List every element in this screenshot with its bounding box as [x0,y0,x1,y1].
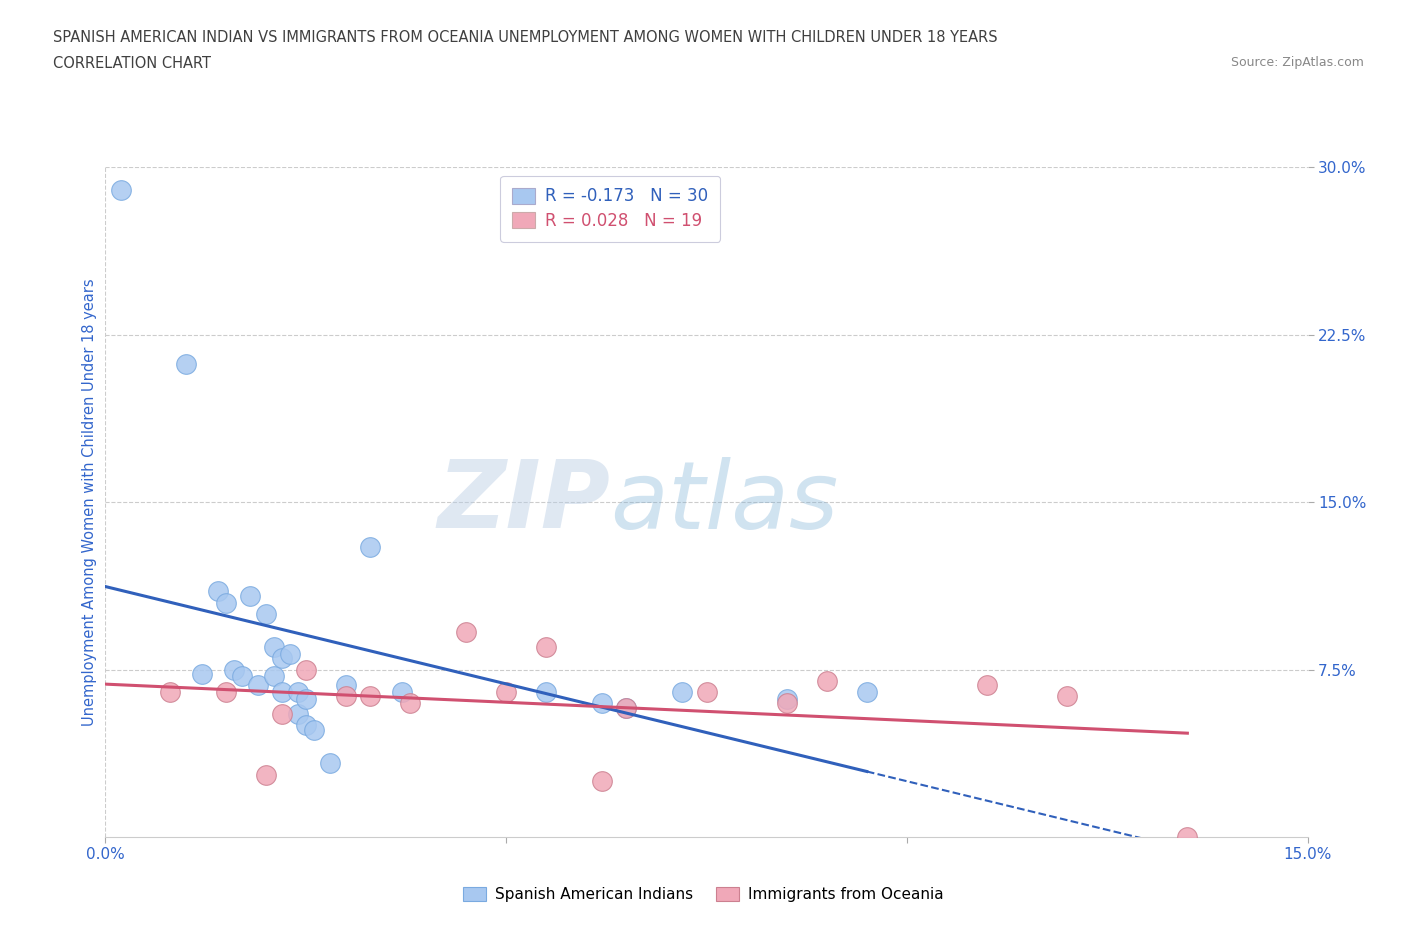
Point [696,684,718,699]
Point [616,700,638,715]
Point [287,684,309,699]
Point [254,606,277,621]
Point [976,678,998,693]
Point [319,756,342,771]
Point [246,678,269,693]
Point [214,684,236,699]
Legend: R = -0.173   N = 30, R = 0.028   N = 19: R = -0.173 N = 30, R = 0.028 N = 19 [501,176,720,242]
Point [399,696,422,711]
Text: CORRELATION CHART: CORRELATION CHART [53,56,211,71]
Point [391,684,413,699]
Point [222,662,245,677]
Y-axis label: Unemployment Among Women with Children Under 18 years: Unemployment Among Women with Children U… [82,278,97,726]
Legend: Spanish American Indians, Immigrants from Oceania: Spanish American Indians, Immigrants fro… [457,881,949,909]
Point [534,640,557,655]
Point [287,707,309,722]
Point [616,700,638,715]
Point [239,589,262,604]
Point [295,662,318,677]
Point [359,539,381,554]
Point [335,689,357,704]
Point [776,696,799,711]
Text: atlas: atlas [610,457,838,548]
Point [263,669,285,684]
Point [776,691,799,706]
Text: Source: ZipAtlas.com: Source: ZipAtlas.com [1230,56,1364,69]
Point [591,774,613,789]
Point [270,684,292,699]
Point [302,723,325,737]
Point [815,673,838,688]
Point [591,696,613,711]
Point [359,689,381,704]
Point [270,707,292,722]
Point [1177,830,1199,844]
Text: ZIP: ZIP [437,457,610,548]
Text: SPANISH AMERICAN INDIAN VS IMMIGRANTS FROM OCEANIA UNEMPLOYMENT AMONG WOMEN WITH: SPANISH AMERICAN INDIAN VS IMMIGRANTS FR… [53,30,998,45]
Point [534,684,557,699]
Point [295,691,318,706]
Point [231,669,253,684]
Point [159,684,181,699]
Point [254,767,277,782]
Point [855,684,877,699]
Point [270,651,292,666]
Point [495,684,517,699]
Point [295,718,318,733]
Point [278,646,301,661]
Point [110,182,132,197]
Point [207,584,229,599]
Point [190,667,212,682]
Point [335,678,357,693]
Point [1056,689,1078,704]
Point [454,624,477,639]
Point [214,595,236,610]
Point [671,684,693,699]
Point [174,356,197,371]
Point [263,640,285,655]
